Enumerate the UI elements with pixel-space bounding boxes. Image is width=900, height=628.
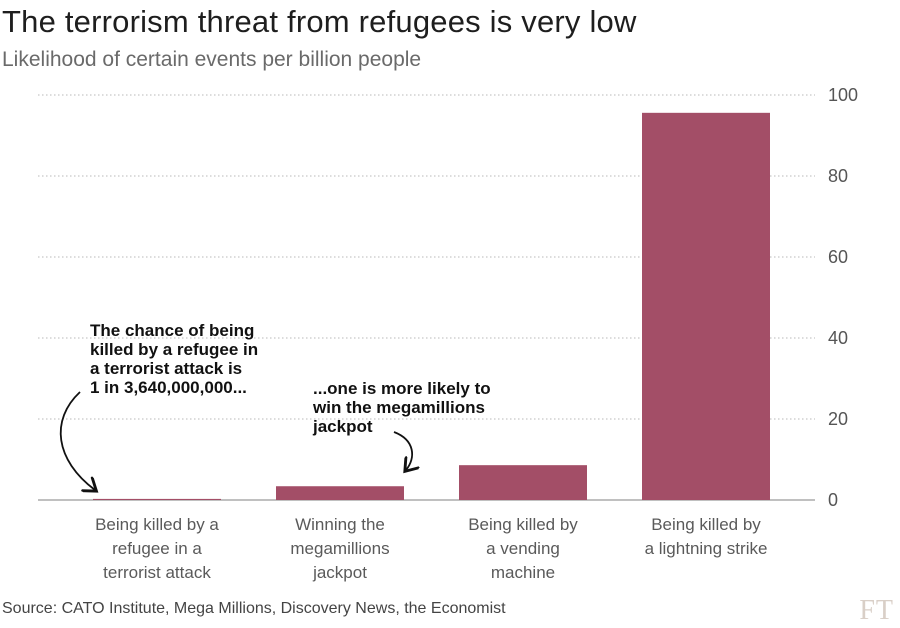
annotation-arrow-1 xyxy=(59,391,95,490)
source-note: Source: CATO Institute, Mega Millions, D… xyxy=(2,600,506,617)
y-tick-label: 0 xyxy=(828,490,838,510)
y-tick-label: 60 xyxy=(828,247,848,267)
category-label: Winning the megamillions jackpot xyxy=(290,515,389,582)
chart-title: The terrorism threat from refugees is ve… xyxy=(2,4,637,39)
y-tick-label: 80 xyxy=(828,166,848,186)
bar xyxy=(93,498,221,500)
y-tick-label: 20 xyxy=(828,409,848,429)
category-label: Being killed by a lightning strike xyxy=(645,515,768,558)
bar xyxy=(459,465,587,500)
annotation-text: ...one is more likely to win the megamill… xyxy=(312,379,491,436)
annotation-arrow-2 xyxy=(393,431,412,470)
y-tick-label: 40 xyxy=(828,328,848,348)
y-tick-label: 100 xyxy=(828,85,858,105)
category-label: Being killed by a refugee in a terrorist a… xyxy=(95,515,219,582)
chart-subtitle: Likelihood of certain events per billion… xyxy=(2,48,422,71)
bar xyxy=(276,486,404,500)
category-label: Being killed by a vending machine xyxy=(468,515,578,582)
bar xyxy=(642,112,770,500)
ft-logo: FT xyxy=(859,595,894,626)
annotation-text: The chance of being killed by a refugee i… xyxy=(90,321,258,397)
